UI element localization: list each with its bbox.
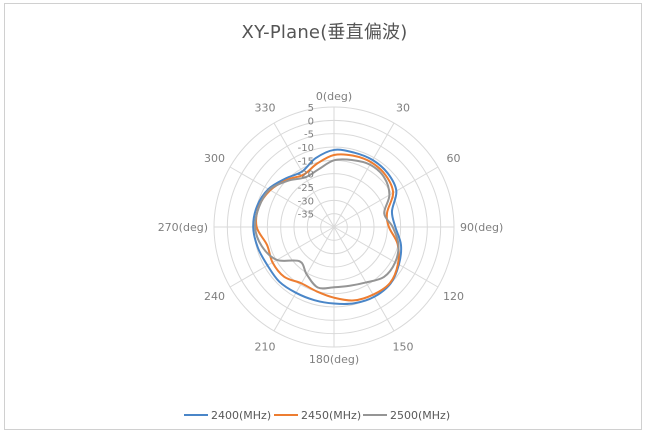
angle-label: 30: [396, 101, 410, 114]
radial-tick-label: 5: [308, 103, 314, 114]
legend-label: 2450(MHz): [301, 409, 361, 422]
angle-label: 0(deg): [316, 90, 352, 103]
chart-frame: [4, 3, 642, 430]
grid-spoke: [333, 166, 439, 228]
angle-label: 240: [204, 290, 225, 303]
grid-spoke: [333, 226, 395, 332]
grid-spoke: [333, 122, 395, 228]
angle-label: 210: [255, 341, 276, 354]
angle-label: 150: [393, 341, 414, 354]
angle-label: 180(deg): [309, 353, 359, 366]
radial-tick-label: -20: [298, 170, 314, 181]
angle-label: 270(deg): [158, 221, 208, 234]
radial-tick-label: -5: [304, 130, 314, 141]
radial-tick-label: -10: [298, 143, 314, 154]
legend-label: 2500(MHz): [390, 409, 450, 422]
legend-label: 2400(MHz): [211, 409, 271, 422]
angle-label: 60: [447, 152, 461, 165]
chart-title: XY-Plane(垂直偏波): [241, 22, 408, 43]
series-line-2450: [255, 153, 400, 302]
radial-tick-label: -35: [298, 210, 314, 221]
grid-spoke: [229, 226, 335, 288]
grid-spoke: [229, 166, 335, 228]
angle-label: 300: [204, 152, 225, 165]
angle-label: 90(deg): [460, 221, 503, 234]
series-line-2500: [254, 158, 400, 290]
grid-spoke: [333, 226, 439, 288]
grid-spoke: [273, 226, 335, 332]
series-line-2400: [252, 148, 403, 306]
angle-label: 330: [255, 101, 276, 114]
radial-tick-label: -25: [298, 183, 314, 194]
radial-tick-label: 0: [308, 116, 314, 127]
radial-tick-label: -30: [298, 196, 314, 207]
angle-label: 120: [443, 290, 464, 303]
radial-tick-label: -15: [298, 156, 314, 167]
